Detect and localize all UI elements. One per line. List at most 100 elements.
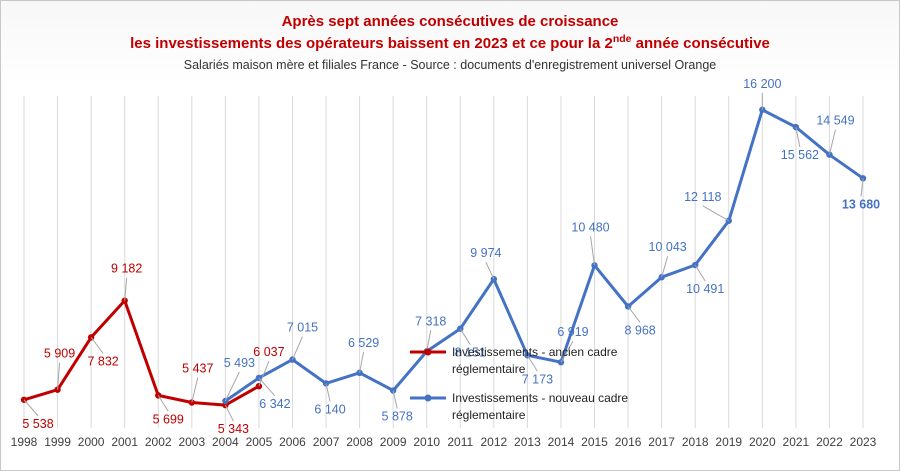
legend-label-nouveau-line2: réglementaire (452, 408, 526, 422)
leader-line-nouveau-2016 (627, 306, 641, 323)
data-label-nouveau-2016: 8 968 (624, 323, 655, 337)
data-point-nouveau-2020 (759, 106, 766, 113)
legend-marker-ancien (424, 348, 432, 356)
data-labels: 5 538 5 909 7 832 9 182 5 699 5 437 5 343 6 037… (22, 77, 880, 436)
data-point-nouveau-2013 (524, 352, 531, 359)
legend-marker-nouveau (424, 394, 432, 402)
data-label-ancien-2004: 5 343 (218, 422, 249, 436)
grid-lines (23, 96, 864, 428)
leader-line-ancien-1999 (57, 362, 61, 390)
x-tick-label: 1998 (11, 435, 38, 449)
data-label-ancien-2002: 5 699 (153, 412, 184, 426)
data-label-nouveau-2008: 6 529 (348, 336, 379, 350)
leader-line-ancien-2003 (191, 377, 199, 403)
x-tick-label: 2015 (581, 435, 608, 449)
leader-line-nouveau-2012 (485, 261, 495, 280)
chart-title-line2: les investissements des opérateurs baiss… (130, 33, 770, 52)
x-tick-label: 2018 (682, 435, 709, 449)
x-axis-ticks: 1998 1999 2000 2001 2002 2003 2004 2005 2006 2007… (11, 435, 877, 449)
data-label-nouveau-2007: 6 140 (314, 402, 345, 416)
data-label-ancien-2005: 6 037 (253, 345, 284, 359)
data-point-nouveau-2011 (457, 325, 464, 332)
leader-line-ancien-2000 (90, 337, 104, 354)
x-tick-label: 2008 (346, 435, 373, 449)
series-line-nouveau (224, 108, 864, 403)
leader-line-nouveau-2005 (258, 377, 276, 397)
x-tick-label: 2002 (145, 435, 172, 449)
x-tick-label: 2010 (413, 435, 440, 449)
chart-subtitle: Salariés maison mère et filiales France … (184, 58, 717, 72)
x-tick-label: 2013 (514, 435, 541, 449)
leader-line-ancien-2004 (224, 404, 234, 422)
leader-line-nouveau-2021 (795, 127, 801, 148)
x-tick-label: 2003 (178, 435, 205, 449)
x-tick-label: 2011 (447, 435, 473, 449)
x-tick-label: 2000 (78, 435, 105, 449)
data-label-nouveau-2005: 6 342 (259, 397, 290, 411)
leader-line-nouveau-2007 (325, 383, 331, 402)
leader-line-nouveau-2014 (560, 340, 574, 363)
leader-line-ancien-2001 (124, 277, 128, 301)
data-label-nouveau-2023: 13 680 (842, 197, 880, 211)
chart-title-line2-end: année consécutive (632, 35, 770, 52)
data-label-nouveau-2011: 8 151 (455, 346, 486, 360)
data-label-nouveau-2018: 10 491 (686, 282, 724, 296)
leader-line-nouveau-2004 (224, 371, 240, 402)
data-label-nouveau-2010: 7 318 (415, 314, 446, 328)
data-label-ancien-2000: 7 832 (87, 354, 118, 368)
data-point-nouveau-2007 (322, 380, 330, 387)
chart-title-superscript: nde (613, 33, 632, 45)
series-line-ancien (23, 299, 260, 407)
data-label-nouveau-2013: 7 173 (522, 372, 553, 386)
data-label-ancien-2001: 9 182 (111, 262, 142, 276)
leader-line-nouveau-2008 (359, 351, 365, 373)
x-tick-label: 2022 (816, 435, 843, 449)
data-label-nouveau-2020: 16 200 (743, 77, 781, 91)
x-tick-label: 2005 (246, 435, 273, 449)
leader-line-ancien-1998 (23, 399, 39, 417)
x-tick-label: 2012 (480, 435, 507, 449)
leader-line-nouveau-2023 (860, 178, 864, 197)
data-label-ancien-1998: 5 538 (22, 417, 53, 431)
data-label-nouveau-2015: 10 480 (571, 220, 609, 234)
data-label-ancien-2003: 5 437 (182, 362, 213, 376)
leader-line-nouveau-2018 (694, 264, 706, 282)
leader-line-nouveau-2010 (426, 330, 432, 352)
data-label-nouveau-2012: 9 974 (470, 246, 501, 260)
legend: Investissements - ancien cadre réglement… (410, 345, 628, 422)
x-tick-label: 2004 (212, 435, 239, 449)
x-tick-label: 2020 (749, 435, 776, 449)
legend-label-nouveau-line1: Investissements - nouveau cadre (452, 391, 628, 405)
leader-line-ancien-2005 (258, 361, 270, 387)
leader-line-nouveau-2006 (292, 336, 303, 360)
x-tick-label: 2009 (380, 435, 407, 449)
data-label-nouveau-2022: 14 549 (816, 114, 854, 128)
x-tick-label: 2006 (279, 435, 306, 449)
x-tick-label: 2014 (548, 435, 575, 449)
x-tick-label: 2016 (615, 435, 642, 449)
x-tick-label: 1999 (44, 435, 71, 449)
data-label-ancien-1999: 5 909 (44, 347, 75, 361)
leader-line-ancien-2002 (157, 395, 169, 412)
leader-line-nouveau-2015 (590, 236, 596, 266)
leader-line-nouveau-2013 (526, 355, 538, 372)
x-tick-label: 2019 (715, 435, 742, 449)
legend-label-ancien-line1: Investissements - ancien cadre (452, 345, 618, 359)
chart-title-line1: Après sept années consécutives de croiss… (282, 13, 619, 30)
leader-line-nouveau-2019 (702, 205, 730, 222)
data-label-nouveau-2019: 12 118 (684, 190, 721, 204)
chart-title-line2-main: les investissements des opérateurs baiss… (130, 35, 613, 52)
data-label-nouveau-2004: 5 493 (224, 356, 255, 370)
leader-line-nouveau-2011 (459, 328, 471, 345)
leader-line-nouveau-2009 (392, 390, 398, 409)
series-layer (20, 106, 867, 409)
x-tick-label: 2023 (850, 435, 877, 449)
data-label-nouveau-2009: 5 878 (382, 410, 413, 424)
x-tick-label: 2017 (648, 435, 675, 449)
x-tick-label: 2001 (111, 435, 138, 449)
x-tick-label: 2021 (783, 435, 810, 449)
leader-line-nouveau-2022 (828, 129, 836, 155)
data-label-nouveau-2021: 15 562 (781, 148, 819, 162)
